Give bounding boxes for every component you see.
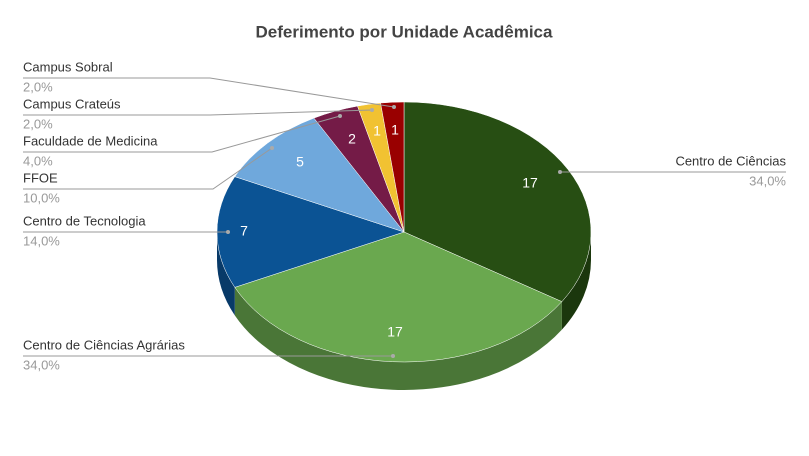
- category-label: Faculdade de Medicina: [23, 133, 158, 148]
- data-label: 17: [522, 175, 538, 191]
- percent-label: 2,0%: [23, 79, 53, 94]
- percent-label: 10,0%: [23, 190, 60, 205]
- data-label: 5: [296, 154, 304, 170]
- category-label: Campus Sobral: [23, 59, 113, 74]
- data-label: 17: [387, 324, 403, 340]
- percent-label: 34,0%: [749, 173, 786, 188]
- leader-dot: [558, 170, 562, 174]
- data-label: 1: [391, 122, 399, 138]
- category-label: Centro de Ciências: [675, 153, 786, 168]
- category-label: FFOE: [23, 170, 58, 185]
- data-label: 7: [240, 223, 248, 239]
- percent-label: 14,0%: [23, 233, 60, 248]
- percent-label: 2,0%: [23, 116, 53, 131]
- leader-dot: [392, 105, 396, 109]
- leader-dot: [370, 108, 374, 112]
- leader-dot: [338, 114, 342, 118]
- category-label: Centro de Tecnologia: [23, 213, 146, 228]
- category-label: Campus Crateús: [23, 96, 121, 111]
- leader-dot: [226, 230, 230, 234]
- category-label: Centro de Ciências Agrárias: [23, 337, 185, 352]
- data-label: 2: [348, 131, 356, 147]
- percent-label: 34,0%: [23, 357, 60, 372]
- percent-label: 4,0%: [23, 153, 53, 168]
- chart-title: Deferimento por Unidade Acadêmica: [256, 22, 553, 41]
- leader-dot: [270, 146, 274, 150]
- leader-dot: [391, 354, 395, 358]
- data-label: 1: [373, 123, 381, 139]
